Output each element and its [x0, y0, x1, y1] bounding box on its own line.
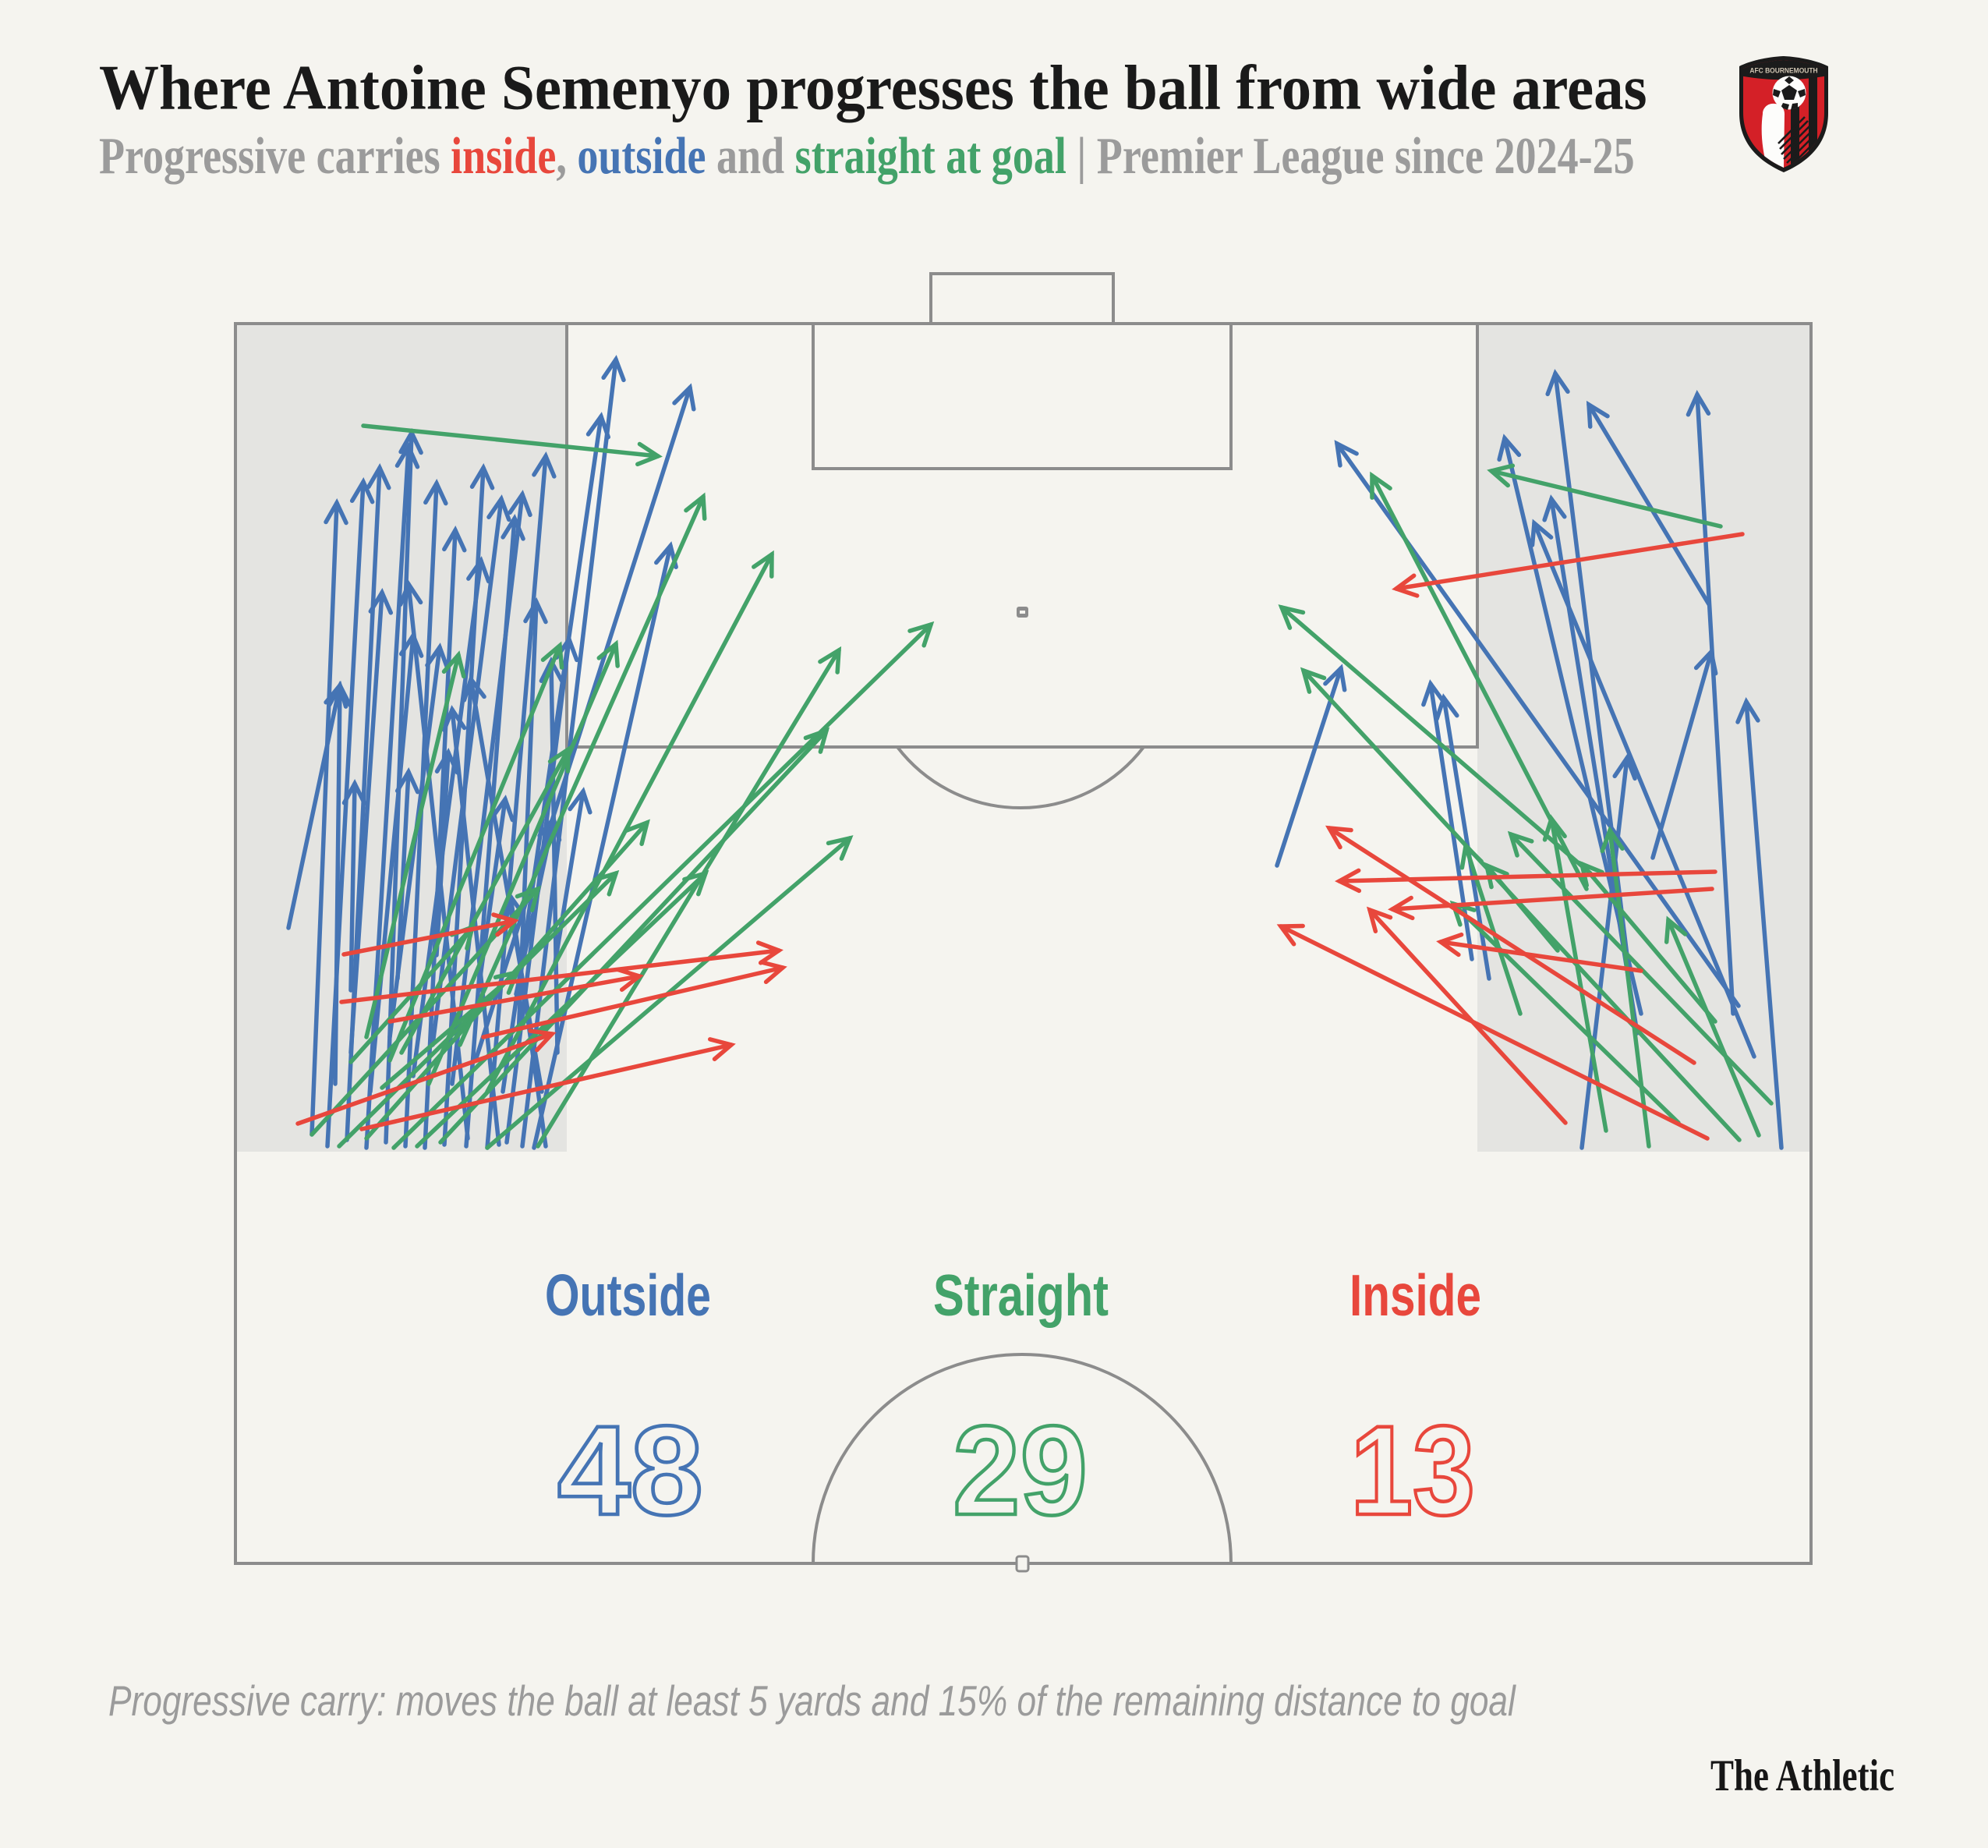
svg-text:Outside: Outside — [545, 1264, 711, 1329]
svg-text:Progressive carry: moves the b: Progressive carry: moves the ball at lea… — [108, 1676, 1517, 1725]
svg-text:Straight: Straight — [933, 1264, 1109, 1329]
svg-text:48: 48 — [557, 1400, 703, 1542]
svg-text:Inside: Inside — [1350, 1263, 1481, 1329]
svg-text:13: 13 — [1350, 1400, 1475, 1542]
svg-text:AFC BOURNEMOUTH: AFC BOURNEMOUTH — [1749, 66, 1817, 74]
svg-text:Progressive carries inside, ou: Progressive carries inside, outside and … — [99, 128, 1635, 186]
svg-text:29: 29 — [953, 1400, 1088, 1542]
svg-text:The Athletic: The Athletic — [1710, 1751, 1894, 1800]
svg-text:Where Antoine Semenyo progress: Where Antoine Semenyo progresses the bal… — [99, 52, 1647, 123]
